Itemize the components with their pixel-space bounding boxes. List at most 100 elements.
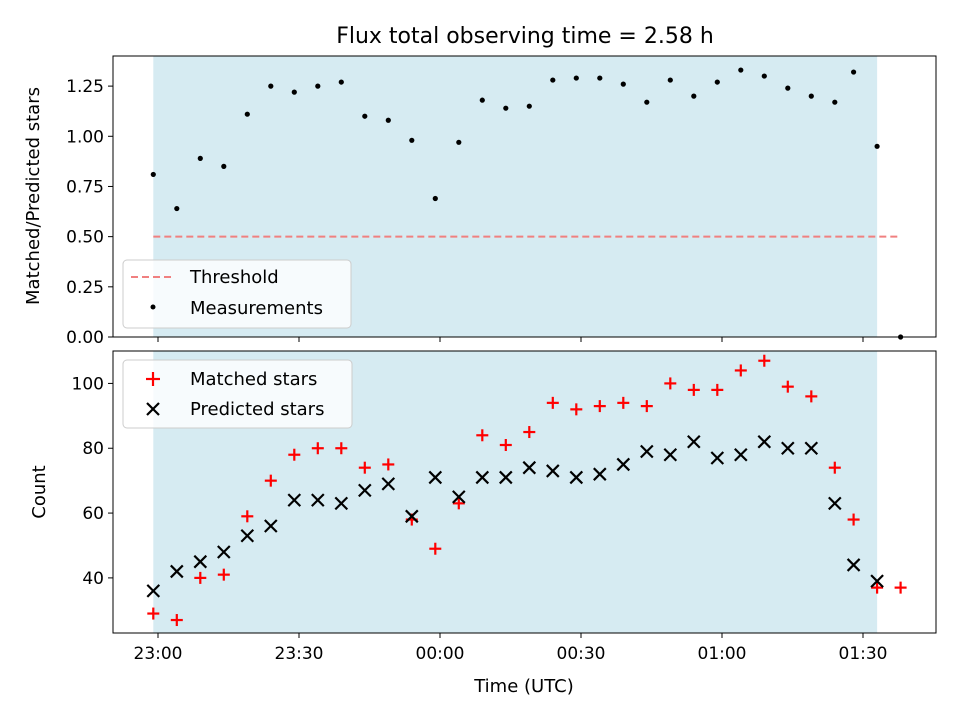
matched-star-marker xyxy=(781,380,794,393)
legend-matched-swatch xyxy=(146,372,160,386)
legend-predicted-label: Predicted stars xyxy=(190,399,324,420)
predicted-marker-b xyxy=(170,564,184,579)
bottom-y-tick-label: 40 xyxy=(82,569,104,589)
predicted-star-marker xyxy=(828,496,842,511)
predicted-star-marker xyxy=(757,434,772,449)
matched-star-marker xyxy=(523,426,536,439)
predicted-marker-b xyxy=(870,574,884,588)
predicted-star-marker xyxy=(311,493,325,507)
measurement-point xyxy=(291,89,297,95)
measurement-point xyxy=(738,67,744,73)
predicted-marker-b xyxy=(287,493,302,507)
predicted-star-marker xyxy=(334,496,349,511)
matched-star-marker xyxy=(382,458,395,471)
matched-star-marker xyxy=(640,400,653,413)
predicted-star-marker xyxy=(593,467,607,481)
predicted-star-marker xyxy=(734,447,748,462)
predicted-star-marker xyxy=(287,493,302,507)
predicted-star-marker xyxy=(240,528,255,543)
bottom-x-tick-label: 23:30 xyxy=(275,644,324,664)
predicted-marker-b xyxy=(240,528,255,543)
predicted-star-marker xyxy=(710,451,725,465)
bottom-x-tick-label: 00:00 xyxy=(416,644,465,664)
measurement-point xyxy=(832,99,838,105)
predicted-marker-b xyxy=(193,554,208,569)
matched-star-marker xyxy=(847,513,860,526)
matched-star-marker xyxy=(664,377,677,390)
top-y-tick-label: 1.00 xyxy=(66,127,104,147)
measurement-point xyxy=(620,81,626,87)
top-y-ticks: 0.00 0.25 0.50 0.75 1.00 1.25 xyxy=(66,77,113,348)
matched-star-marker xyxy=(570,403,583,416)
matched-star-marker xyxy=(288,448,301,461)
top-y-tick-label: 0.75 xyxy=(66,177,104,197)
measurement-point xyxy=(503,105,509,111)
predicted-marker-b xyxy=(710,451,725,465)
bottom-y-tick-label: 100 xyxy=(72,374,104,394)
predicted-star-marker xyxy=(499,470,513,485)
matched-star-marker xyxy=(476,429,489,442)
matched-star-marker xyxy=(170,614,183,627)
bottom-x-tick-label: 00:30 xyxy=(557,644,606,664)
predicted-star-marker xyxy=(522,460,537,475)
matched-star-marker xyxy=(894,581,907,594)
predicted-star-marker xyxy=(358,483,372,498)
measurement-point xyxy=(456,139,462,145)
matched-star-marker xyxy=(546,396,559,409)
predicted-star-marker xyxy=(569,470,584,485)
predicted-star-marker xyxy=(640,444,654,459)
measurement-point xyxy=(315,83,321,89)
measurement-point xyxy=(526,103,532,109)
predicted-star-marker xyxy=(264,519,278,533)
predicted-marker-b xyxy=(311,493,325,507)
measurement-point xyxy=(268,83,274,89)
bottom-panel: 40 60 80 100 23:00 23:30 00:00 00:30 01:00 01:30… xyxy=(29,350,937,697)
predicted-star-marker xyxy=(146,584,161,598)
predicted-star-marker xyxy=(804,441,819,456)
measurement-point xyxy=(338,79,344,85)
matched-star-marker xyxy=(687,383,700,396)
matched-star-marker xyxy=(593,400,606,413)
matched-star-marker xyxy=(805,390,818,403)
measurement-point xyxy=(409,137,415,143)
measurement-point xyxy=(385,117,391,123)
measurement-point xyxy=(573,75,579,81)
measurement-point xyxy=(851,69,857,75)
measurement-point xyxy=(150,171,156,178)
matched-star-marker xyxy=(241,510,254,523)
bottom-y-axis-label: Count xyxy=(29,465,50,518)
predicted-marker-b xyxy=(781,441,795,456)
predicted-marker-b xyxy=(734,447,748,462)
matched-star-marker xyxy=(711,383,724,396)
matched-star-marker xyxy=(264,474,277,487)
top-y-tick-label: 0.50 xyxy=(66,228,104,248)
predicted-marker-b xyxy=(264,519,278,533)
matched-star-marker xyxy=(828,461,841,474)
predicted-marker-b xyxy=(687,434,701,449)
predicted-star-marker xyxy=(170,564,184,579)
predicted-star-marker xyxy=(193,554,208,569)
predicted-marker-b xyxy=(146,584,161,598)
top-x-ticks xyxy=(157,337,864,342)
bottom-y-tick-label: 80 xyxy=(82,439,104,459)
bottom-y-ticks: 40 60 80 100 xyxy=(72,374,113,589)
predicted-marker-b xyxy=(640,444,654,459)
predicted-marker-b xyxy=(358,483,372,498)
matched-star-marker xyxy=(617,396,630,409)
bottom-x-ticks: 23:00 23:30 00:00 00:30 01:00 01:30 xyxy=(134,633,888,664)
bottom-x-tick-label: 01:30 xyxy=(839,644,888,664)
top-panel: 0.00 0.25 0.50 0.75 1.00 1.25 Threshold Measu… xyxy=(23,24,937,348)
matched-star-marker xyxy=(358,461,371,474)
predicted-star-marker xyxy=(846,558,861,572)
predicted-star-marker xyxy=(452,490,466,504)
predicted-marker-b xyxy=(663,447,678,462)
predicted-marker-b xyxy=(616,457,631,472)
count-points xyxy=(146,354,907,627)
legend-measurements-swatch xyxy=(150,304,156,310)
matched-star-marker xyxy=(734,364,747,377)
top-y-tick-label: 0.00 xyxy=(66,328,104,348)
measurement-point xyxy=(785,85,791,91)
matched-star-marker xyxy=(217,568,230,581)
predicted-marker-b xyxy=(846,558,861,572)
